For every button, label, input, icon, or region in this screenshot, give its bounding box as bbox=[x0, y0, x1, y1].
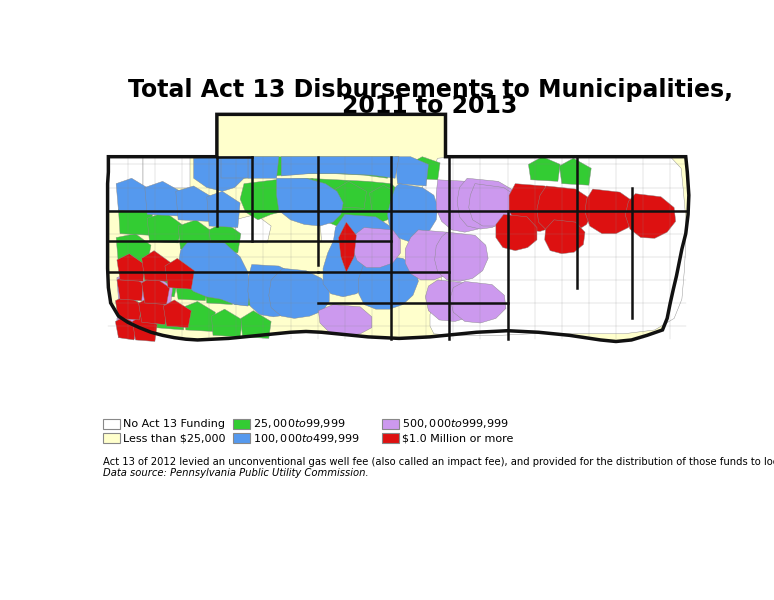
Polygon shape bbox=[115, 295, 142, 320]
Polygon shape bbox=[335, 181, 366, 208]
Bar bbox=[103, 433, 120, 443]
Bar bbox=[233, 433, 250, 443]
Text: 2011 to 2013: 2011 to 2013 bbox=[342, 94, 518, 118]
Polygon shape bbox=[142, 251, 171, 281]
Polygon shape bbox=[437, 180, 494, 232]
Polygon shape bbox=[248, 157, 279, 178]
Polygon shape bbox=[221, 157, 248, 178]
Text: Act 13 of 2012 levied an unconventional gas well fee (also called an impact fee): Act 13 of 2012 levied an unconventional … bbox=[103, 457, 774, 467]
Polygon shape bbox=[176, 186, 211, 221]
Polygon shape bbox=[174, 271, 209, 301]
Polygon shape bbox=[211, 309, 242, 337]
Polygon shape bbox=[395, 157, 429, 186]
Polygon shape bbox=[147, 212, 182, 243]
Polygon shape bbox=[145, 181, 180, 216]
Text: $1.0 Million or more: $1.0 Million or more bbox=[402, 433, 513, 443]
Polygon shape bbox=[117, 274, 143, 301]
Polygon shape bbox=[163, 300, 191, 328]
Polygon shape bbox=[117, 312, 146, 339]
Polygon shape bbox=[318, 305, 372, 335]
Polygon shape bbox=[469, 184, 517, 226]
Bar bbox=[233, 419, 250, 428]
Polygon shape bbox=[545, 220, 585, 254]
Text: Data source: Pennsylvania Public Utility Commission.: Data source: Pennsylvania Public Utility… bbox=[103, 468, 368, 478]
Polygon shape bbox=[182, 301, 215, 331]
Polygon shape bbox=[204, 274, 235, 305]
Polygon shape bbox=[269, 268, 329, 319]
Text: Less than $25,000: Less than $25,000 bbox=[123, 433, 225, 443]
Polygon shape bbox=[165, 259, 194, 289]
Text: $100,000 to $499,999: $100,000 to $499,999 bbox=[253, 431, 360, 445]
Bar bbox=[382, 433, 399, 443]
Bar bbox=[103, 419, 120, 428]
Polygon shape bbox=[117, 272, 147, 301]
Polygon shape bbox=[509, 184, 566, 232]
Polygon shape bbox=[108, 157, 143, 211]
Polygon shape bbox=[142, 276, 170, 305]
Polygon shape bbox=[139, 297, 168, 325]
Polygon shape bbox=[240, 157, 399, 178]
Text: No Act 13 Funding: No Act 13 Funding bbox=[123, 419, 225, 428]
Polygon shape bbox=[406, 230, 460, 280]
Polygon shape bbox=[115, 317, 137, 340]
Polygon shape bbox=[426, 280, 480, 322]
Polygon shape bbox=[338, 222, 356, 272]
Polygon shape bbox=[232, 276, 262, 306]
Polygon shape bbox=[537, 186, 593, 233]
Polygon shape bbox=[108, 115, 689, 341]
Polygon shape bbox=[369, 185, 402, 212]
Polygon shape bbox=[178, 220, 213, 251]
Polygon shape bbox=[457, 178, 515, 229]
Polygon shape bbox=[132, 316, 157, 341]
Polygon shape bbox=[387, 184, 438, 241]
Text: $500,000 to $999,999: $500,000 to $999,999 bbox=[402, 417, 509, 430]
Polygon shape bbox=[352, 227, 401, 268]
Polygon shape bbox=[116, 178, 149, 212]
Polygon shape bbox=[194, 157, 248, 191]
Polygon shape bbox=[143, 268, 178, 297]
Polygon shape bbox=[333, 214, 395, 268]
Polygon shape bbox=[116, 297, 146, 324]
Polygon shape bbox=[142, 276, 173, 306]
Polygon shape bbox=[496, 214, 537, 251]
Text: Total Act 13 Disbursements to Municipalities,: Total Act 13 Disbursements to Municipali… bbox=[128, 78, 732, 102]
Polygon shape bbox=[625, 194, 676, 238]
Polygon shape bbox=[241, 311, 271, 338]
Polygon shape bbox=[248, 265, 306, 317]
Polygon shape bbox=[116, 233, 151, 266]
Polygon shape bbox=[235, 214, 271, 243]
Polygon shape bbox=[273, 272, 302, 297]
Polygon shape bbox=[560, 158, 591, 185]
Polygon shape bbox=[117, 254, 145, 281]
Polygon shape bbox=[409, 157, 440, 180]
Polygon shape bbox=[143, 157, 190, 187]
Polygon shape bbox=[296, 178, 327, 205]
Text: $25,000 to $99,999: $25,000 to $99,999 bbox=[253, 417, 346, 430]
Polygon shape bbox=[209, 222, 241, 253]
Polygon shape bbox=[358, 255, 419, 309]
Polygon shape bbox=[450, 281, 506, 323]
Polygon shape bbox=[435, 232, 488, 281]
Polygon shape bbox=[276, 178, 343, 226]
Polygon shape bbox=[118, 205, 152, 235]
Polygon shape bbox=[207, 191, 240, 227]
Polygon shape bbox=[151, 300, 186, 330]
Polygon shape bbox=[320, 214, 351, 243]
Polygon shape bbox=[323, 241, 375, 297]
Bar bbox=[382, 419, 399, 428]
Polygon shape bbox=[281, 157, 399, 178]
Polygon shape bbox=[419, 157, 686, 335]
Polygon shape bbox=[358, 271, 389, 297]
Polygon shape bbox=[529, 157, 560, 181]
Polygon shape bbox=[585, 189, 635, 233]
Polygon shape bbox=[240, 178, 403, 227]
Polygon shape bbox=[178, 241, 250, 306]
